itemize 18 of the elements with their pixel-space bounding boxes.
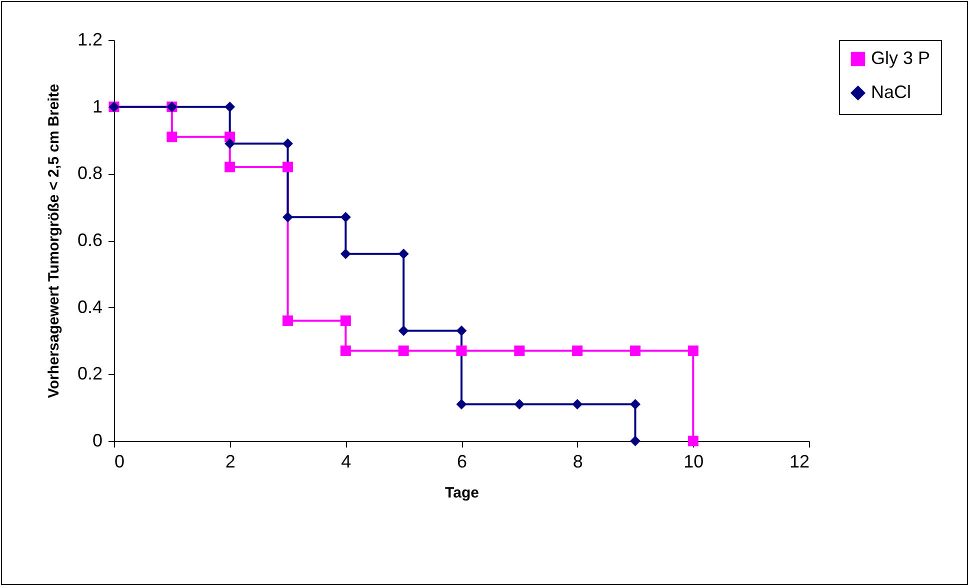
- y-tick-label: 0.8: [77, 163, 102, 184]
- x-tick-label: 10: [684, 452, 704, 472]
- x-tick-label: 4: [341, 452, 352, 472]
- y-tick-label: 0.6: [77, 230, 102, 250]
- y-tick-label: 0: [92, 430, 102, 450]
- y-axis-title: Vorhersagewert Tumorgröße < 2,5 cm Breite: [45, 84, 62, 398]
- x-tick-label: 2: [225, 452, 236, 472]
- y-tick-label: 1.2: [77, 30, 102, 50]
- legend-label: NaCl: [871, 82, 912, 102]
- x-tick-label: 0: [114, 452, 125, 472]
- x-axis-title: Tage: [445, 484, 479, 502]
- x-tick-label: 6: [456, 452, 468, 472]
- y-tick-label: 0.4: [77, 296, 102, 317]
- y-tick-label: 1: [92, 96, 102, 116]
- x-tick-label: 12: [789, 452, 810, 472]
- y-tick-label: 0.2: [77, 364, 102, 384]
- legend-label: Gly 3 P: [871, 48, 930, 68]
- x-tick-label: 8: [572, 452, 583, 472]
